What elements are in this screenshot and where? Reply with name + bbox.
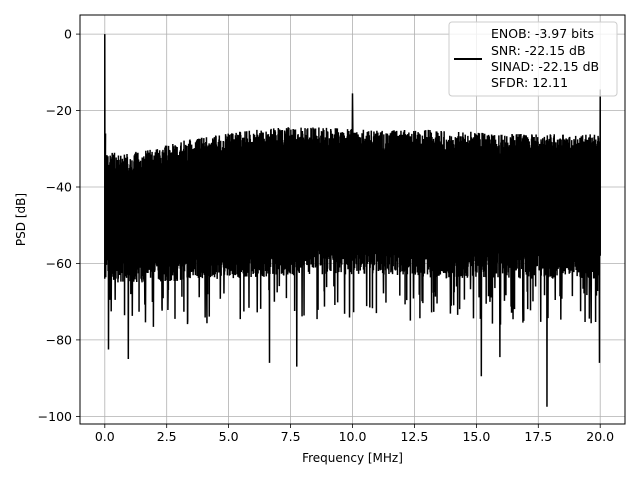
legend-entry-snr: SNR: -22.15 dB bbox=[491, 43, 586, 58]
x-tick-label: 0.0 bbox=[95, 429, 115, 444]
psd-trace bbox=[104, 34, 601, 407]
psd-line bbox=[104, 34, 601, 407]
x-tick-label: 2.5 bbox=[157, 429, 177, 444]
x-axis-label: Frequency [MHz] bbox=[302, 451, 403, 465]
legend-box bbox=[448, 21, 618, 97]
y-tick-label: −60 bbox=[46, 256, 72, 271]
x-tick-label: 5.0 bbox=[219, 429, 239, 444]
x-tick-label: 20.0 bbox=[586, 429, 614, 444]
x-tick-label: 7.5 bbox=[281, 429, 301, 444]
y-tick-label: −100 bbox=[38, 409, 72, 424]
legend-entry-sfdr: SFDR: 12.11 bbox=[491, 75, 568, 90]
y-axis-label: PSD [dB] bbox=[14, 193, 28, 246]
y-tick-label: −40 bbox=[46, 180, 72, 195]
y-tick-label: −20 bbox=[46, 103, 72, 118]
legend-entry-sinad: SINAD: -22.15 dB bbox=[491, 59, 599, 74]
y-tick-label: 0 bbox=[64, 27, 72, 42]
tick-layer: 0.0 2.5 5.0 7.5 10.0 12.5 15.0 17.5 20.0 0 −20 −40 −… bbox=[38, 27, 615, 444]
x-tick-label: 12.5 bbox=[400, 429, 428, 444]
x-tick-label: 10.0 bbox=[339, 429, 367, 444]
legend-entry-enob: ENOB: -3.97 bits bbox=[491, 26, 594, 41]
y-tick-label: −80 bbox=[46, 332, 72, 347]
x-tick-label: 17.5 bbox=[524, 429, 552, 444]
legend: ENOB: -3.97 bits SNR: -22.15 dB SINAD: -… bbox=[448, 21, 618, 97]
x-tick-label: 15.0 bbox=[462, 429, 490, 444]
